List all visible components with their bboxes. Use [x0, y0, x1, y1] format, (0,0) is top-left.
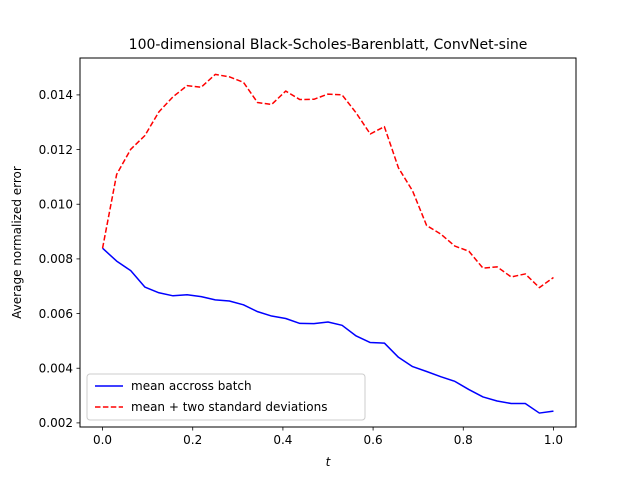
x-tick-label: 0.8 — [454, 433, 473, 447]
legend-entry-mean-plus-2std: mean + two standard deviations — [131, 400, 327, 414]
x-axis-label: t — [326, 455, 332, 469]
line-mean-plus-two-std — [101, 73, 554, 289]
x-tick-label: 0.4 — [273, 433, 292, 447]
y-tick-label: 0.012 — [39, 143, 73, 157]
y-tick-label: 0.008 — [39, 252, 73, 266]
y-tick-label: 0.004 — [39, 362, 73, 376]
legend-entry-mean: mean accross batch — [131, 379, 252, 393]
chart-title: 100-dimensional Black-Scholes-Barenblatt… — [129, 37, 528, 53]
y-tick-label: 0.002 — [39, 416, 73, 430]
x-axis-ticks: 0.0 0.2 0.4 0.6 0.8 1.0 — [93, 427, 563, 447]
legend-box — [86, 373, 366, 421]
y-tick-label: 0.010 — [39, 198, 73, 212]
y-axis-label: Average normalized error — [10, 166, 24, 319]
x-tick-label: 0.0 — [93, 433, 112, 447]
line-mean-across-batch — [102, 247, 554, 414]
x-tick-label: 1.0 — [544, 433, 563, 447]
plot-area — [79, 57, 577, 428]
x-tick-label: 0.6 — [364, 433, 383, 447]
x-tick-label: 0.2 — [183, 433, 202, 447]
plot-frame — [79, 57, 577, 428]
series-layer — [101, 73, 554, 414]
y-axis-ticks: 0.002 0.004 0.006 0.008 0.010 0.012 0.014 — [39, 88, 80, 430]
y-tick-label: 0.014 — [39, 88, 73, 102]
y-tick-label: 0.006 — [39, 307, 73, 321]
legend: mean accross batch mean + two standard d… — [86, 373, 366, 421]
